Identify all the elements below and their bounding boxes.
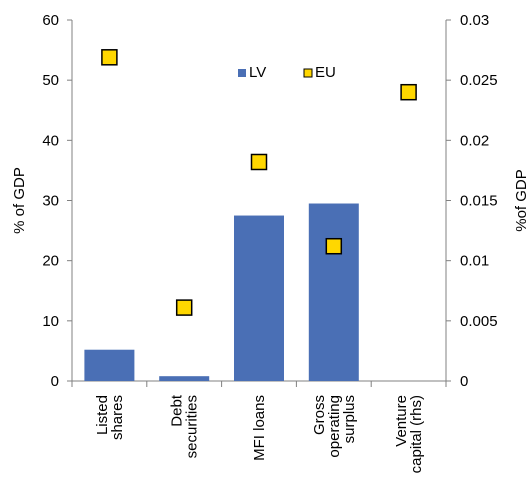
right-axis-tick-label: 0 bbox=[460, 373, 468, 390]
legend-swatch-eu bbox=[303, 68, 313, 78]
x-tick-label-line: capital (rhs) bbox=[408, 395, 425, 473]
x-tick-label: Debtsecurities bbox=[169, 394, 201, 458]
left-axis-tick-label: 60 bbox=[42, 12, 59, 29]
bar-lv-0 bbox=[84, 349, 135, 381]
x-tick-label-line: Venture bbox=[393, 395, 410, 447]
x-tick-label-line: Gross bbox=[311, 395, 328, 435]
x-tick-label-line: securities bbox=[184, 395, 201, 458]
x-tick-label: MFI loans bbox=[251, 395, 268, 461]
right-axis-tick-label: 0.03 bbox=[460, 12, 489, 29]
marker-eu-2 bbox=[250, 153, 268, 171]
marker-eu-1 bbox=[175, 299, 193, 316]
x-tick-label-line: Debt bbox=[169, 394, 186, 427]
legend-swatch-lv bbox=[238, 69, 246, 77]
left-axis-title: % of GDP bbox=[11, 167, 28, 234]
bar-lv-3 bbox=[308, 203, 359, 381]
x-tick-label: Grossoperatingsurplus bbox=[311, 395, 358, 458]
marker-eu-4 bbox=[400, 83, 417, 101]
bar-lv-2 bbox=[234, 215, 284, 381]
marker-eu-3 bbox=[325, 237, 343, 255]
x-tick-label-line: MFI loans bbox=[251, 395, 268, 461]
right-axis-tick-label: 0.01 bbox=[460, 253, 489, 270]
x-tick-label: Listedshares bbox=[94, 395, 126, 440]
left-axis-tick-label: 20 bbox=[42, 253, 59, 270]
x-tick-label-line: shares bbox=[109, 395, 126, 440]
left-axis-tick-label: 40 bbox=[42, 132, 59, 149]
right-axis-tick-label: 0.025 bbox=[460, 72, 498, 89]
right-axis-tick-label: 0.015 bbox=[460, 193, 498, 210]
x-tick-label-line: Listed bbox=[94, 395, 111, 435]
left-axis-tick-label: 0 bbox=[51, 373, 59, 390]
left-axis-tick-label: 10 bbox=[42, 313, 59, 330]
x-tick-label-line: surplus bbox=[341, 395, 358, 443]
left-axis-tick-label: 50 bbox=[42, 72, 59, 89]
right-axis-tick-label: 0.02 bbox=[460, 132, 489, 149]
legend-label-eu: EU bbox=[315, 64, 336, 81]
legend-label-lv: LV bbox=[249, 64, 266, 81]
x-tick-label-line: operating bbox=[326, 395, 343, 458]
marker-eu-0 bbox=[101, 49, 118, 66]
x-tick-label: Venturecapital (rhs) bbox=[393, 395, 425, 473]
left-axis-tick-label: 30 bbox=[42, 193, 59, 210]
right-axis-title: %of GDP bbox=[513, 169, 528, 232]
bar-lv-1 bbox=[159, 376, 210, 381]
right-axis-tick-label: 0.005 bbox=[460, 313, 498, 330]
